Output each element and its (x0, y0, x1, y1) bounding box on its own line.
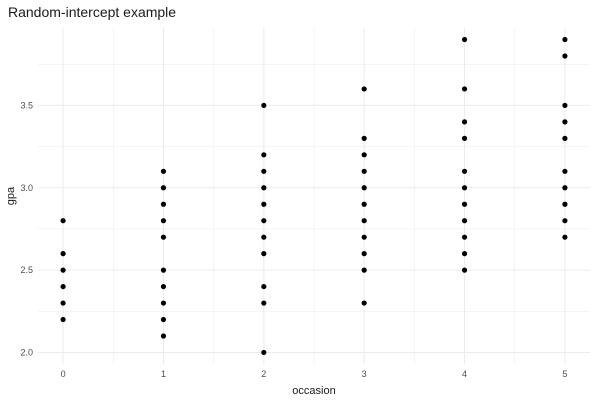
data-point (562, 218, 568, 224)
x-tick-label: 1 (161, 369, 166, 379)
data-point (361, 251, 367, 257)
data-point (461, 135, 468, 141)
data-point (361, 300, 367, 306)
data-point (361, 185, 367, 191)
x-tick-label: 0 (61, 369, 66, 379)
data-point (261, 283, 267, 290)
data-point (261, 300, 267, 306)
x-tick-label: 4 (462, 369, 467, 379)
data-point (261, 102, 267, 109)
data-point (60, 316, 66, 323)
data-point (562, 36, 568, 43)
data-point (261, 185, 267, 191)
data-point (461, 185, 468, 191)
data-point (562, 119, 568, 125)
data-point (160, 267, 167, 273)
data-point (261, 218, 267, 224)
data-point (461, 251, 468, 257)
data-point (361, 201, 367, 207)
data-point (461, 119, 468, 125)
data-point (461, 267, 468, 273)
y-axis-title: gpa (5, 186, 17, 205)
data-point (361, 234, 367, 240)
data-point (361, 135, 367, 141)
data-point (60, 267, 66, 273)
data-point (461, 234, 468, 240)
y-tick-labels: 2.0 2.5 3.0 3.5 (20, 100, 33, 357)
y-tick-label: 2.0 (20, 347, 33, 357)
data-point (361, 218, 367, 224)
data-point (361, 267, 367, 273)
data-point (60, 300, 66, 306)
data-point (562, 102, 568, 109)
y-tick-label: 3.5 (20, 100, 33, 110)
x-tick-label: 3 (362, 369, 367, 379)
data-point (160, 201, 167, 207)
x-tick-label: 2 (261, 369, 266, 379)
data-point (160, 316, 167, 323)
data-point (261, 152, 267, 158)
grid-layer (38, 28, 590, 364)
data-point (562, 168, 568, 174)
data-point (361, 152, 367, 158)
data-point (461, 86, 468, 92)
data-point (160, 185, 167, 191)
data-point (261, 201, 267, 207)
data-point (60, 218, 66, 224)
x-tick-labels: 0 1 2 3 4 5 (61, 369, 568, 379)
data-point (562, 201, 568, 207)
data-point (562, 234, 568, 240)
data-point (160, 333, 167, 339)
data-point (261, 234, 267, 240)
data-point (361, 86, 367, 92)
data-point (562, 185, 568, 191)
data-point (361, 168, 367, 174)
y-tick-label: 2.5 (20, 265, 33, 275)
data-point (461, 201, 468, 207)
data-point (562, 135, 568, 141)
data-point (60, 283, 66, 290)
data-point (160, 234, 167, 240)
data-points (60, 36, 568, 356)
data-point (261, 349, 267, 356)
data-point (562, 53, 568, 59)
data-point (261, 168, 267, 174)
data-point (461, 36, 468, 43)
data-point (261, 251, 267, 257)
data-point (160, 300, 167, 306)
data-point (160, 283, 167, 290)
data-point (60, 251, 66, 257)
data-point (160, 168, 167, 174)
y-tick-label: 3.0 (20, 183, 33, 193)
data-point (160, 218, 167, 224)
data-point (461, 218, 468, 224)
x-axis-title: occasion (292, 385, 335, 397)
chart-title: Random-intercept example (8, 4, 177, 20)
data-point (461, 168, 468, 174)
x-tick-label: 5 (562, 369, 567, 379)
